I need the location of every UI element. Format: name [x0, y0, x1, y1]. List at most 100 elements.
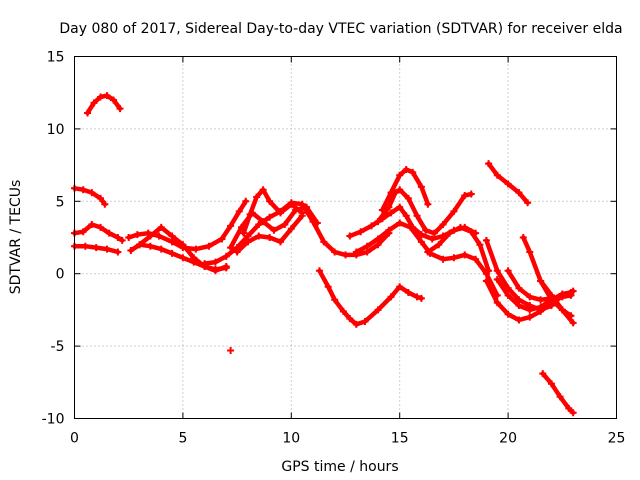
series-trace-23: [537, 277, 577, 327]
data-point-marker: [558, 306, 566, 314]
data-point-marker: [298, 212, 306, 220]
series-trace-14: [352, 219, 501, 299]
data-point-marker: [276, 238, 284, 246]
data-point-marker: [235, 207, 243, 215]
data-point-marker: [450, 254, 458, 262]
data-point-marker: [537, 277, 545, 285]
series-trace-26: [227, 346, 235, 354]
data-point-marker: [276, 209, 284, 217]
data-point-marker: [515, 316, 523, 324]
data-point-marker: [133, 231, 141, 239]
data-point-marker: [190, 258, 198, 266]
data-point-marker: [157, 223, 165, 231]
data-point-marker: [539, 370, 547, 378]
data-point-marker: [417, 231, 425, 239]
data-point-marker: [504, 310, 512, 318]
data-point-marker: [205, 242, 213, 250]
data-point-marker: [125, 234, 133, 241]
series-trace-15: [374, 186, 475, 237]
x-tick-label: 0: [70, 431, 79, 447]
data-point-marker: [88, 189, 96, 197]
data-point-marker: [331, 296, 339, 304]
data-point-marker: [227, 346, 235, 354]
data-point-marker: [155, 232, 163, 240]
data-point-marker: [385, 203, 393, 211]
data-point-marker: [339, 307, 347, 315]
data-point-marker: [179, 241, 187, 249]
data-point-marker: [211, 258, 219, 266]
series-trace-2: [71, 184, 109, 208]
data-point-marker: [385, 226, 393, 234]
data-point-marker: [103, 245, 111, 253]
data-point-marker: [396, 186, 404, 194]
y-tick-label: 5: [56, 194, 65, 210]
series-trace-10: [240, 186, 306, 237]
data-point-marker: [346, 232, 354, 240]
data-point-marker: [281, 220, 289, 228]
data-point-marker: [246, 210, 254, 218]
data-point-marker: [493, 267, 501, 275]
data-point-marker: [97, 93, 105, 101]
data-point-marker: [430, 229, 438, 237]
data-point-marker: [313, 219, 321, 227]
data-point-marker: [266, 197, 274, 205]
data-point-marker: [374, 306, 382, 314]
data-point-marker: [218, 235, 226, 243]
data-point-marker: [402, 165, 410, 173]
y-tick-label: 0: [56, 267, 65, 283]
data-point-marker: [417, 183, 425, 191]
series-trace-16: [378, 165, 432, 214]
data-point-marker: [110, 96, 118, 104]
data-point-marker: [476, 241, 484, 249]
data-point-marker: [387, 189, 395, 197]
data-point-marker: [467, 228, 475, 236]
x-tick-label: 20: [499, 431, 517, 447]
data-point-marker: [114, 234, 122, 241]
data-point-marker: [320, 238, 328, 246]
data-point-marker: [352, 248, 360, 256]
data-point-marker: [439, 255, 447, 263]
data-point-marker: [493, 299, 501, 307]
data-point-marker: [227, 222, 235, 230]
data-point-marker: [240, 229, 248, 237]
data-point-marker: [569, 319, 577, 327]
x-tick-label: 15: [391, 431, 409, 447]
y-tick-label: -5: [51, 339, 65, 355]
series-trace-25: [539, 370, 577, 417]
data-point-marker: [361, 317, 369, 325]
data-point-marker: [118, 236, 126, 244]
data-point-marker: [342, 251, 349, 259]
data-point-marker: [461, 192, 469, 200]
data-point-marker: [90, 99, 98, 107]
data-point-marker: [446, 229, 454, 237]
data-point-marker: [259, 218, 267, 226]
data-point-marker: [565, 404, 573, 412]
data-point-marker: [146, 242, 154, 250]
data-series: [71, 92, 577, 417]
data-point-marker: [526, 248, 534, 256]
data-point-marker: [537, 296, 545, 304]
y-tick-label: 10: [47, 122, 65, 138]
data-point-marker: [569, 409, 577, 417]
data-point-marker: [146, 232, 154, 240]
data-point-marker: [567, 291, 575, 299]
x-tick-label: 10: [282, 431, 300, 447]
data-point-marker: [526, 306, 534, 314]
data-point-marker: [461, 251, 469, 259]
data-point-marker: [515, 302, 523, 310]
data-point-marker: [504, 267, 512, 275]
series-line: [375, 187, 474, 236]
data-point-marker: [233, 248, 241, 256]
data-point-marker: [537, 303, 545, 311]
data-point-marker: [114, 248, 122, 256]
data-point-marker: [324, 283, 332, 291]
data-point-marker: [97, 223, 105, 231]
data-point-marker: [413, 212, 421, 220]
data-point-marker: [363, 242, 371, 250]
data-point-marker: [92, 244, 100, 252]
data-point-marker: [493, 171, 501, 179]
data-point-marker: [136, 241, 144, 249]
data-point-marker: [211, 265, 219, 273]
data-point-marker: [287, 200, 295, 208]
